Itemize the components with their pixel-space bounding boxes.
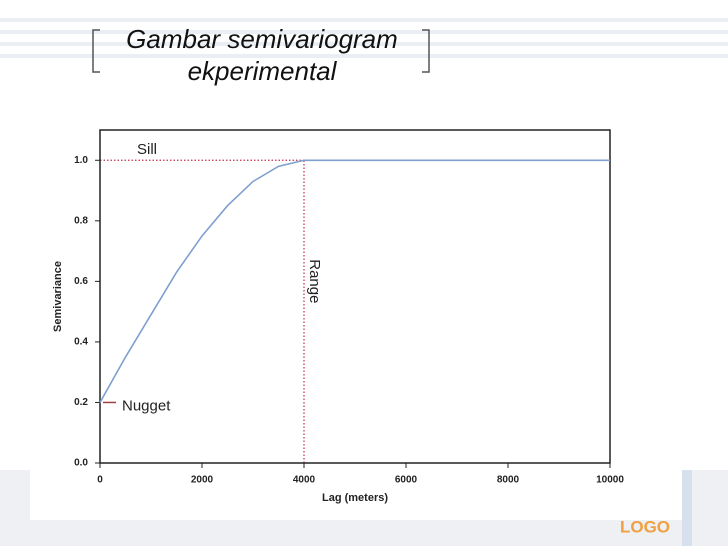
logo: LOGO — [620, 517, 670, 536]
y-tick-label: 1.0 — [74, 155, 88, 166]
nugget-label: Nugget — [122, 397, 171, 414]
x-tick-label: 8000 — [497, 475, 520, 486]
bracket-left — [92, 29, 100, 73]
y-tick-label: 0.4 — [74, 337, 88, 348]
x-tick-label: 4000 — [293, 475, 316, 486]
range-label: Range — [306, 259, 323, 303]
y-tick-label: 0.8 — [74, 215, 88, 226]
x-tick-label: 10000 — [596, 475, 624, 486]
stripe — [0, 30, 728, 34]
slide-title: ekperimental — [188, 56, 338, 86]
x-tick-label: 2000 — [191, 475, 214, 486]
bracket-right — [422, 29, 430, 73]
y-tick-label: 0.6 — [74, 276, 88, 287]
plot-frame — [99, 129, 611, 464]
y-tick-label: 0.0 — [74, 458, 88, 469]
y-tick-label: 0.2 — [74, 397, 88, 408]
stripe — [0, 42, 728, 46]
chart: 0.0 0.2 0.4 0.6 0.8 1.0 0 2000 4000 6000 8000 10000… — [52, 129, 624, 504]
slide-title: Gambar semivariogram — [126, 24, 398, 54]
x-tick-label: 6000 — [395, 475, 418, 486]
x-tick-label: 0 — [97, 475, 103, 486]
stripe — [0, 18, 728, 22]
semivariogram-line — [99, 159, 610, 403]
chart-panel — [30, 100, 682, 520]
stripe — [0, 54, 728, 58]
sill-label: Sill — [137, 141, 157, 158]
header-stripes — [0, 18, 728, 58]
footer-stripe — [682, 470, 692, 546]
y-axis-label: Semivariance — [52, 261, 64, 332]
x-axis-label: Lag (meters) — [322, 492, 388, 504]
